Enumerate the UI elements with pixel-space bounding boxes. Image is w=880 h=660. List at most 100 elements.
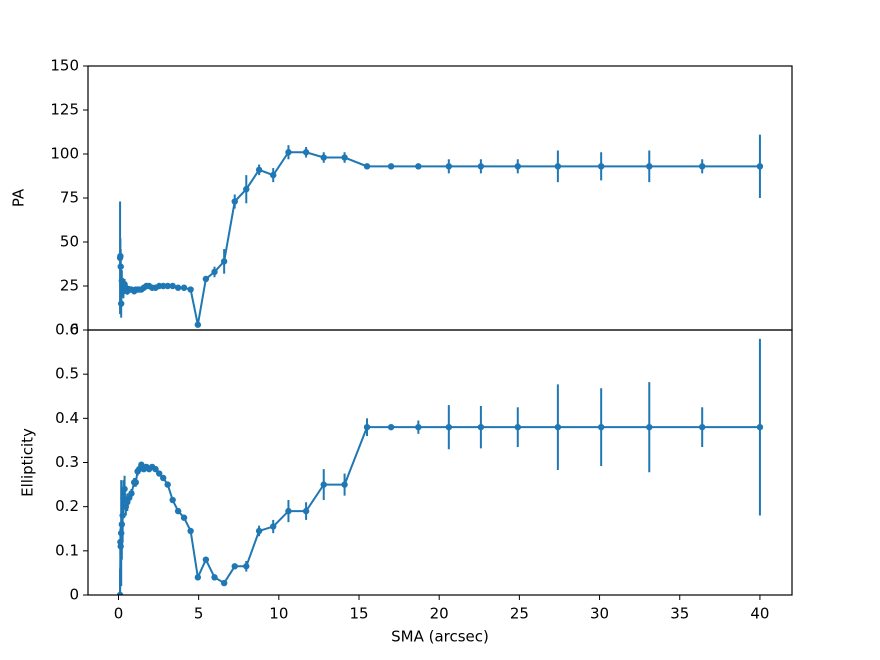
data-point [117,252,124,260]
data-point [320,154,327,161]
data-point [243,563,250,570]
data-point [187,527,194,535]
y-tick-label: 75 [60,189,79,207]
data-point [597,163,605,170]
data-point [514,163,521,170]
data-point [415,423,422,431]
data-point [119,512,126,519]
data-point [231,198,238,205]
data-point [646,163,653,170]
data-point [128,490,135,497]
data-point [302,149,310,156]
data-point [117,263,124,270]
x-tick-label: 40 [750,605,769,623]
data-line [119,151,760,325]
y-tick-label: 0.6 [55,321,79,339]
data-point [116,591,124,595]
marks [116,338,764,595]
data-point [756,423,764,431]
y-tick-label: 0 [69,586,79,604]
y-axis-label: Ellipticity [19,428,37,497]
data-point [445,423,453,431]
data-point [220,258,228,265]
data-point [698,423,706,431]
data-point [187,286,194,293]
series [116,338,764,595]
data-point [341,481,348,488]
x-tick-label: 30 [590,605,609,623]
data-point [160,282,167,290]
y-tick-label: 0 [69,321,79,339]
data-point [698,163,706,170]
data-point [270,171,277,179]
y-axis-label: PA [10,188,28,207]
data-point [211,574,218,581]
marks [116,134,764,328]
y-tick-label: 50 [60,233,79,251]
x-tick-label: 35 [670,605,689,623]
x-tick-label: 10 [269,605,288,623]
data-point [202,275,210,283]
y-tick-label: 125 [50,101,79,119]
y-tick-label: 0.5 [55,365,79,383]
data-point [554,163,562,170]
data-point [118,521,126,528]
plot-area [116,338,764,595]
data-point [211,268,218,276]
series [116,134,764,328]
data-point [302,507,310,515]
data-point [152,465,159,473]
data-point [477,163,485,170]
data-point [220,579,228,587]
data-point [554,423,562,431]
data-point [164,481,171,488]
x-tick-label: 15 [349,605,368,623]
x-tick-label: 20 [430,605,449,623]
y-tick-label: 100 [50,145,79,163]
y-tick-label: 25 [60,277,79,295]
data-point [285,149,292,156]
data-point [597,423,605,431]
data-point [341,154,348,161]
data-point [387,423,395,431]
data-point [117,300,125,307]
data-point [477,423,485,431]
data-point [164,282,171,290]
data-point [445,163,453,170]
data-point [174,507,182,515]
data-point [156,470,163,477]
data-point [169,496,176,504]
data-point [120,494,127,502]
data-point [243,186,250,193]
data-point [387,163,395,170]
data-point [194,321,202,328]
axes-frame [87,329,793,596]
plot-area [116,134,764,328]
data-point [363,163,371,170]
y-tick-label: 0.1 [55,541,79,559]
data-point [117,543,124,550]
x-tick-label: 25 [510,605,529,623]
data-point [646,423,653,431]
data-point [174,284,182,291]
data-point [415,163,422,170]
data-point [756,163,764,170]
data-point [194,574,202,581]
data-point [121,485,128,493]
x-axis-label: SMA (arcsec) [391,628,489,646]
data-line [119,426,760,595]
data-point [514,423,521,431]
data-point [160,474,167,482]
x-tick-label: 0 [114,605,124,623]
data-point [320,481,327,488]
data-point [231,563,238,570]
data-point [202,556,210,563]
y-tick-label: 0.2 [55,497,79,515]
y-tick-label: 0.3 [55,453,79,471]
data-point [285,507,292,515]
data-point [363,423,371,431]
y-tick-label: 150 [50,57,79,75]
data-point [255,166,263,174]
